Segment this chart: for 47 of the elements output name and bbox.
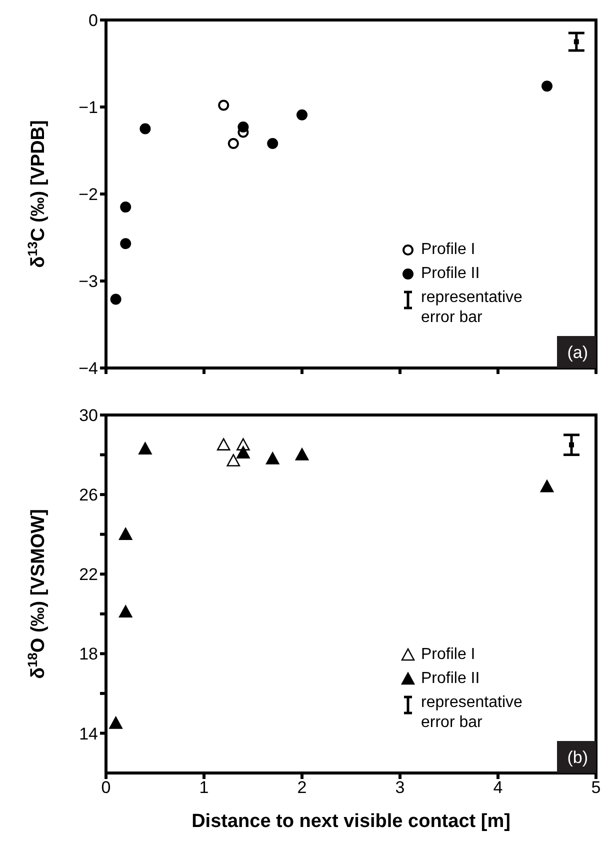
y-tick-label: −3 bbox=[78, 272, 98, 292]
y-tick-label: 18 bbox=[79, 644, 98, 664]
x-tick-label: 5 bbox=[591, 778, 601, 798]
point bbox=[120, 202, 132, 213]
point bbox=[574, 39, 579, 44]
point bbox=[120, 238, 132, 250]
legend-label: representative error bar bbox=[421, 288, 524, 328]
point bbox=[267, 138, 278, 150]
point bbox=[540, 480, 554, 492]
y-tick-label: 30 bbox=[79, 406, 98, 426]
y-tick-label: 14 bbox=[79, 724, 98, 744]
x-tick-label: 3 bbox=[395, 778, 405, 798]
legend-label: Profile I bbox=[421, 645, 476, 665]
point bbox=[266, 452, 280, 464]
point bbox=[542, 80, 552, 92]
point bbox=[118, 528, 132, 540]
point bbox=[238, 122, 249, 133]
point bbox=[109, 716, 122, 729]
legend-label: Profile I bbox=[421, 240, 476, 260]
legend-label: representative error bar bbox=[421, 693, 524, 733]
point bbox=[236, 446, 250, 458]
y-tick-label: −4 bbox=[78, 359, 98, 378]
point bbox=[118, 605, 132, 618]
x-tick-label: 2 bbox=[297, 778, 307, 798]
annotation: (b) bbox=[557, 741, 596, 773]
point bbox=[226, 454, 240, 466]
y-tick-label: 22 bbox=[79, 565, 98, 584]
point bbox=[218, 100, 230, 111]
point bbox=[228, 138, 239, 150]
x-tick-label: 1 bbox=[199, 778, 209, 798]
point bbox=[110, 294, 122, 305]
y-tick-label: 26 bbox=[79, 486, 98, 505]
y-tick-label: −1 bbox=[78, 98, 98, 118]
legend-label: Profile II bbox=[421, 669, 480, 689]
annotation: (a) bbox=[557, 336, 596, 368]
point bbox=[296, 109, 308, 120]
point bbox=[216, 438, 230, 450]
legend-label: Profile II bbox=[421, 264, 480, 284]
x-tick-label: 4 bbox=[493, 778, 503, 798]
x-axis-title: Distance to next visible contact [m] bbox=[190, 811, 512, 833]
point bbox=[295, 448, 309, 460]
point bbox=[140, 123, 151, 134]
y-tick-label: 0 bbox=[88, 11, 98, 30]
point bbox=[138, 442, 152, 454]
x-tick-label: 0 bbox=[101, 778, 111, 798]
y-tick-label: −2 bbox=[78, 185, 98, 204]
point bbox=[569, 442, 574, 448]
